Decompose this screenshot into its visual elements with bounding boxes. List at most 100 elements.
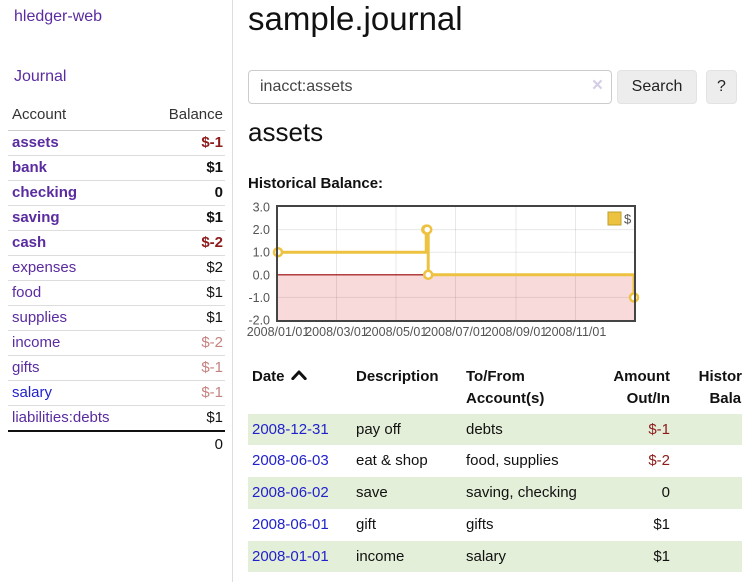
register-date-link[interactable]: 2008-06-02	[252, 484, 329, 501]
x-axis-tick-label: 2008/03/01	[305, 325, 368, 339]
accounts-header-account: Account	[8, 102, 145, 131]
register-balance-cell: $1	[674, 541, 742, 573]
register-description-cell: gift	[352, 509, 462, 541]
register-description-cell: pay off	[352, 414, 462, 446]
account-cell: assets	[8, 131, 145, 156]
account-balance: $-1	[145, 381, 225, 406]
register-description-cell: eat & shop	[352, 445, 462, 477]
sidebar-account-row: expenses $2	[8, 256, 225, 281]
register-date-link[interactable]: 2008-06-03	[252, 452, 329, 469]
account-link[interactable]: checking	[12, 184, 77, 201]
accounts-total-spacer	[8, 431, 145, 457]
help-button[interactable]: ?	[706, 70, 737, 104]
register-row: 2008-06-02savesaving, checking0$2	[248, 477, 742, 509]
account-cell: cash	[8, 231, 145, 256]
sidebar-account-row: income $-2	[8, 331, 225, 356]
register-description-cell: save	[352, 477, 462, 509]
x-axis-tick-label: 2008/07/01	[424, 325, 487, 339]
account-cell: salary	[8, 381, 145, 406]
search-form: × Search ?	[248, 70, 742, 104]
account-balance: $1	[145, 406, 225, 432]
sidebar-account-row: checking 0	[8, 181, 225, 206]
account-balance: $-2	[145, 231, 225, 256]
account-link[interactable]: gifts	[12, 359, 40, 376]
account-link[interactable]: salary	[12, 384, 52, 401]
register-balance-cell: 0	[674, 445, 742, 477]
sidebar: hledger-web Journal Account Balance asse…	[0, 0, 233, 582]
sidebar-account-row: food $1	[8, 281, 225, 306]
register-date-cell: 2008-06-03	[248, 445, 352, 477]
register-date-link[interactable]: 2008-12-31	[252, 421, 329, 438]
account-link[interactable]: assets	[12, 134, 59, 151]
accounts-table: Account Balance assets $-1 bank $1 checking 0…	[8, 102, 225, 457]
search-input[interactable]	[248, 70, 612, 104]
accounts-header-row: Account Balance	[8, 102, 225, 131]
search-box: ×	[248, 70, 612, 104]
x-axis-tick-label: 2008/01/01	[247, 325, 310, 339]
balance-chart-svg: 3.02.01.00.0-1.0-2.02008/01/012008/03/01…	[240, 200, 742, 348]
register-date-cell: 2008-06-02	[248, 477, 352, 509]
register-accounts-cell: food, supplies	[462, 445, 582, 477]
register-header-description: Description	[352, 362, 462, 414]
sidebar-account-row: supplies$1	[8, 306, 225, 331]
register-amount-cell: $-2	[582, 445, 674, 477]
y-axis-tick-label: 0.0	[253, 268, 270, 282]
brand-link[interactable]: hledger-web	[14, 8, 102, 26]
account-link[interactable]: cash	[12, 234, 46, 251]
account-cell: checking	[8, 181, 145, 206]
x-axis-tick-label: 2008/05/01	[365, 325, 428, 339]
register-date-link[interactable]: 2008-06-01	[252, 516, 329, 533]
clear-search-icon[interactable]: ×	[592, 75, 603, 97]
main-panel: sample.journal × Search ? assets Histori…	[248, 0, 742, 582]
account-balance: $-2	[145, 331, 225, 356]
register-date-link[interactable]: 2008-01-01	[252, 548, 329, 565]
sidebar-account-row: liabilities:debts $1	[8, 406, 225, 432]
account-cell: saving	[8, 206, 145, 231]
register-row: 2008-01-01incomesalary$1$1	[248, 541, 742, 573]
accounts-total-row: 0	[8, 431, 225, 457]
account-link[interactable]: expenses	[12, 259, 76, 276]
account-link[interactable]: liabilities:debts	[12, 409, 110, 426]
y-axis-tick-label: -1.0	[248, 291, 270, 305]
sidebar-account-row: gifts $-1	[8, 356, 225, 381]
account-link[interactable]: supplies	[12, 309, 67, 326]
sort-ascending-icon	[291, 370, 307, 380]
account-cell: gifts	[8, 356, 145, 381]
account-link[interactable]: food	[12, 284, 41, 301]
register-date-cell: 2008-06-01	[248, 509, 352, 541]
data-point	[424, 271, 432, 279]
historical-balance-chart: 3.02.01.00.0-1.0-2.02008/01/012008/03/01…	[240, 200, 742, 348]
sidebar-item-journal[interactable]: Journal	[14, 68, 66, 86]
account-balance: $-1	[145, 131, 225, 156]
y-axis-tick-label: 3.0	[253, 201, 270, 215]
register-date-cell: 2008-12-31	[248, 414, 352, 446]
sidebar-account-row: cash $-2	[8, 231, 225, 256]
data-point	[423, 226, 431, 234]
register-header-amount: Amount Out/In	[582, 362, 674, 414]
register-header-accounts: To/From Account(s)	[462, 362, 582, 414]
register-accounts-cell: saving, checking	[462, 477, 582, 509]
search-button[interactable]: Search	[617, 70, 697, 104]
account-balance: $-1	[145, 356, 225, 381]
account-cell: expenses	[8, 256, 145, 281]
x-axis-tick-label: 2008/11/01	[545, 325, 607, 339]
account-balance: $2	[145, 256, 225, 281]
account-balance: $1	[145, 281, 225, 306]
register-balance-cell: $-1	[674, 414, 742, 446]
account-link[interactable]: saving	[12, 209, 60, 226]
register-header-row: Date Description To/From Account(s) Amou…	[248, 362, 742, 414]
register-row: 2008-06-01giftgifts$1$2	[248, 509, 742, 541]
account-link[interactable]: bank	[12, 159, 47, 176]
sidebar-account-row: saving$1	[8, 206, 225, 231]
account-balance: 0	[145, 181, 225, 206]
y-axis-tick-label: 1.0	[253, 246, 270, 260]
register-description-cell: income	[352, 541, 462, 573]
register-row: 2008-12-31pay offdebts$-1$-1	[248, 414, 742, 446]
legend-label: $	[624, 212, 632, 227]
register-amount-cell: $-1	[582, 414, 674, 446]
chart-title: Historical Balance:	[248, 175, 383, 192]
register-row: 2008-06-03 eat & shopfood, supplies$-20	[248, 445, 742, 477]
account-link[interactable]: income	[12, 334, 60, 351]
register-header-date[interactable]: Date	[248, 362, 352, 414]
sidebar-account-row: salary $-1	[8, 381, 225, 406]
